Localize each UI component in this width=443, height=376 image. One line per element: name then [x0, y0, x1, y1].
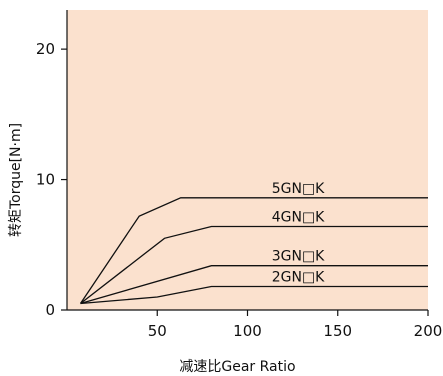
x-tick-label: 200	[414, 322, 443, 340]
x-axis-title: 减速比Gear Ratio	[179, 359, 295, 375]
plot-area	[67, 10, 428, 310]
series-line-4	[80, 285, 428, 305]
series-label-4: 2GN□K	[272, 270, 325, 286]
x-tick-label: 50	[148, 322, 167, 340]
series-label-2: 4GN□K	[272, 210, 325, 226]
series-line-3	[80, 265, 428, 305]
series-label-1: 5GN□K	[272, 181, 325, 197]
y-tick-label: 10	[36, 171, 55, 189]
x-tick-label: 150	[323, 322, 352, 340]
y-tick-label: 20	[36, 40, 55, 58]
series-line-2	[80, 225, 428, 305]
series-label-3: 3GN□K	[272, 249, 325, 265]
series-line-1	[79, 197, 428, 304]
x-tick-label: 100	[233, 322, 262, 340]
y-axis-title: 转矩Torque[N·m]	[8, 123, 24, 237]
y-tick-label: 0	[45, 301, 55, 319]
